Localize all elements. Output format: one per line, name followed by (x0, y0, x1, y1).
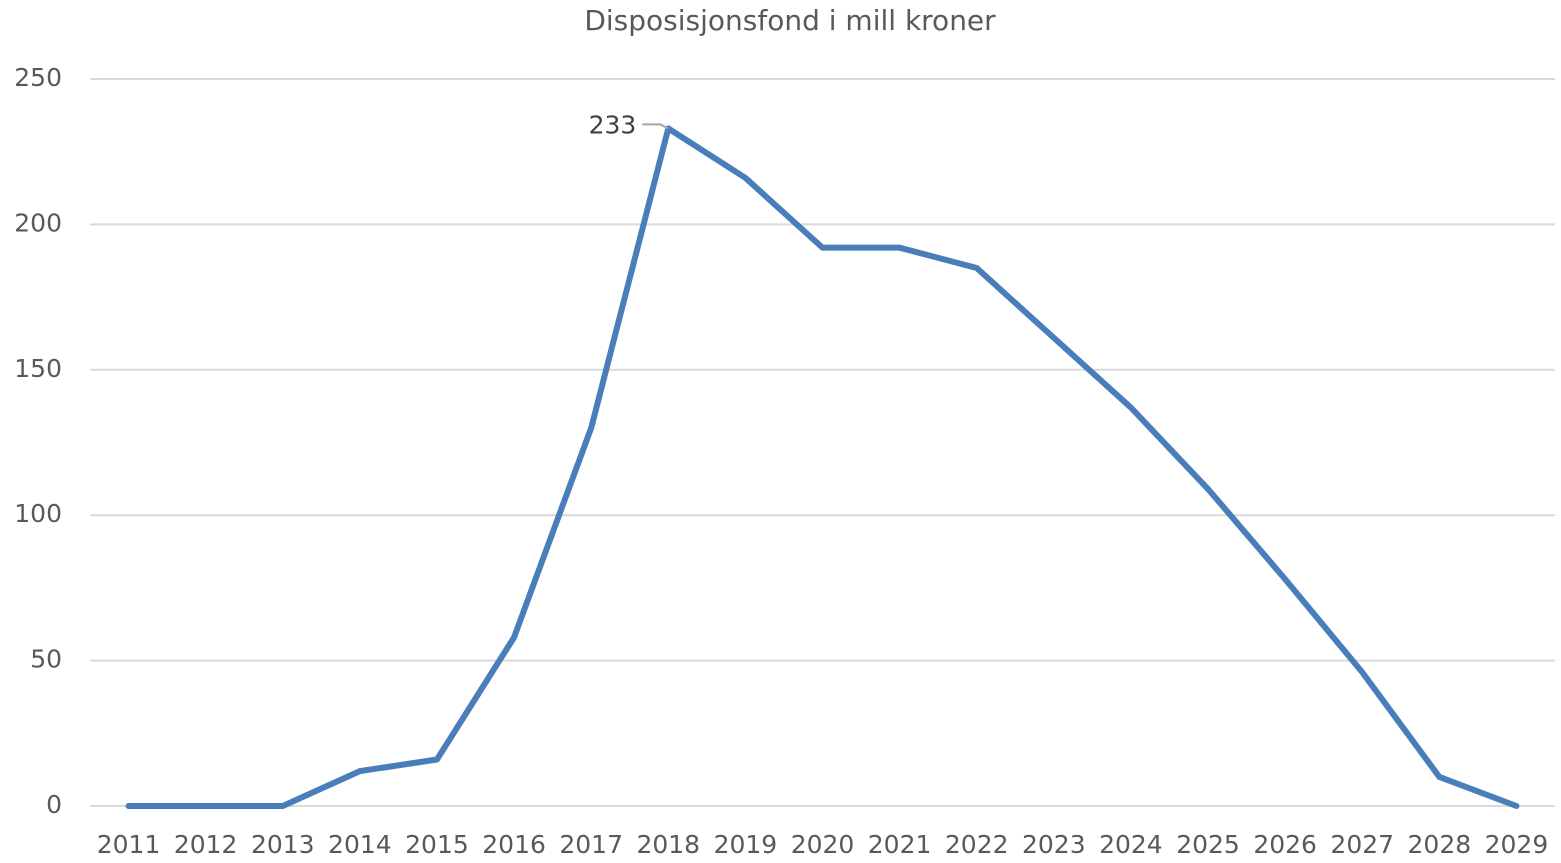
x-tick-label: 2017 (559, 830, 623, 859)
x-tick-label: 2026 (1253, 830, 1317, 859)
x-tick-label: 2014 (328, 830, 392, 859)
x-tick-label: 2025 (1176, 830, 1240, 859)
x-tick-label: 2021 (868, 830, 932, 859)
data-line (125, 125, 1520, 809)
y-tick-label: 100 (14, 499, 62, 528)
x-tick-label: 2022 (945, 830, 1009, 859)
x-tick-label: 2016 (482, 830, 546, 859)
data-label: 233 (589, 110, 637, 139)
x-tick-label: 2020 (791, 830, 855, 859)
y-tick-label: 0 (46, 790, 62, 819)
chart-title: Disposisjonsfond i mill kroner (584, 4, 996, 37)
x-tick-label: 2024 (1099, 830, 1163, 859)
y-tick-label: 50 (30, 645, 62, 674)
x-tick-label: 2018 (636, 830, 700, 859)
y-tick-label: 250 (14, 63, 62, 92)
x-tick-label: 2015 (405, 830, 469, 859)
x-tick-label: 2023 (1022, 830, 1086, 859)
x-tick-label: 2028 (1408, 830, 1472, 859)
x-tick-label: 2012 (174, 830, 238, 859)
x-tick-label: 2019 (714, 830, 778, 859)
label-leader (642, 123, 669, 130)
y-tick-label: 150 (14, 354, 62, 383)
x-tick-label: 2027 (1330, 830, 1394, 859)
y-tick-label: 200 (14, 208, 62, 237)
x-tick-label: 2013 (251, 830, 315, 859)
x-tick-label: 2011 (97, 830, 161, 859)
x-tick-label: 2029 (1485, 830, 1549, 859)
